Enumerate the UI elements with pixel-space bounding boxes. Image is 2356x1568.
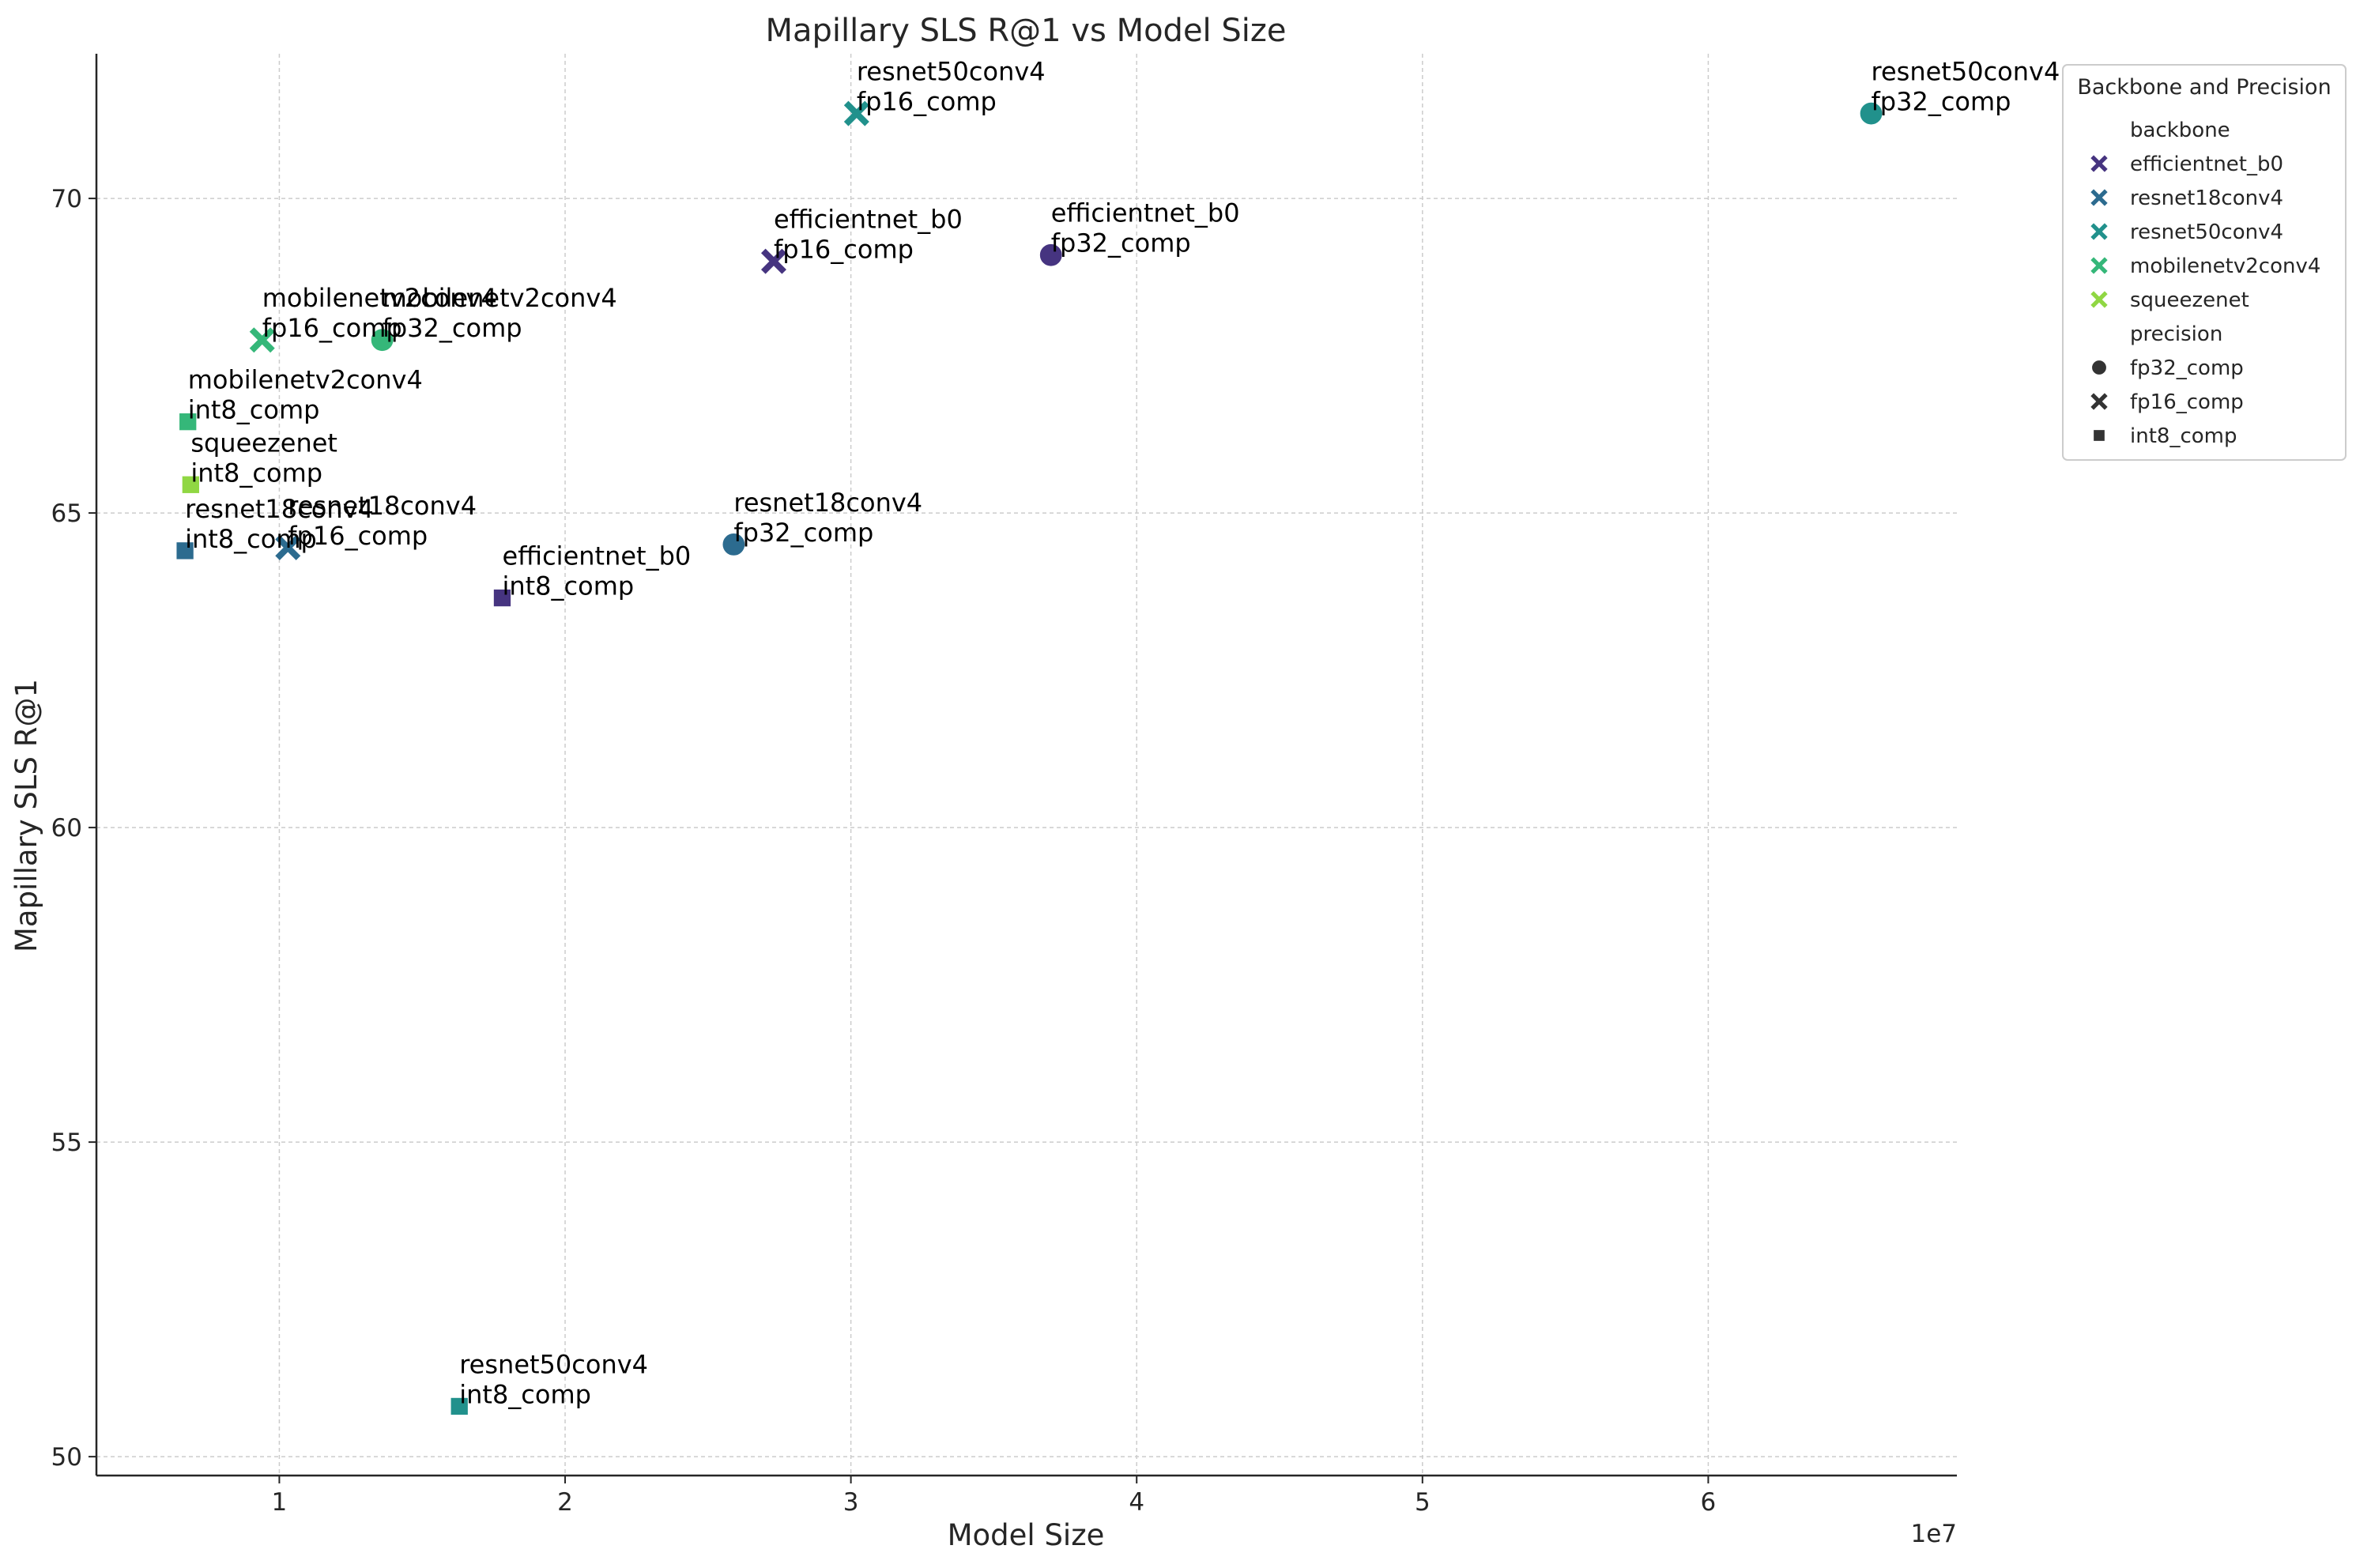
y-tick-label: 55 (51, 1129, 82, 1157)
point-label-precision: fp32_comp (1051, 228, 1191, 258)
legend-frame (2062, 64, 2347, 461)
legend-marker (2090, 291, 2108, 308)
point-label-precision: fp32_comp (383, 313, 522, 343)
legend-entry-label: fp16_comp (2130, 390, 2244, 414)
point-label-precision: int8_comp (190, 458, 322, 488)
legend-entry-label: mobilenetv2conv4 (2130, 254, 2320, 278)
y-tick-label: 60 (51, 814, 82, 842)
point-label-precision: int8_comp (502, 571, 634, 601)
y-tick-label: 65 (51, 499, 82, 528)
legend-marker-stroke (2090, 223, 2108, 240)
x-tick-label: 4 (1129, 1488, 1144, 1517)
legend-section-header: backbone (2130, 119, 2230, 142)
point-label-backbone: resnet50conv4 (1872, 57, 2060, 87)
x-tick-label: 2 (557, 1488, 573, 1517)
point-label-backbone: mobilenetv2conv4 (262, 283, 497, 313)
point-label-precision: fp32_comp (1872, 87, 2011, 117)
data-point (181, 475, 201, 495)
data-point-stroke (760, 248, 786, 274)
point-label-backbone: mobilenetv2conv4 (188, 365, 423, 395)
legend-marker-stroke (2090, 393, 2108, 410)
legend-marker-stroke (2090, 257, 2108, 274)
y-axis-label: Mapillary SLS R@1 (9, 679, 43, 952)
x-tick-label: 5 (1415, 1488, 1431, 1517)
legend-marker-stroke (2090, 155, 2108, 172)
point-label-backbone: efficientnet_b0 (1051, 198, 1240, 228)
legend-marker (2090, 189, 2108, 206)
legend-entry-label: resnet50conv4 (2130, 220, 2283, 244)
legend-marker-stroke (2090, 291, 2108, 308)
legend-marker (2090, 359, 2108, 376)
legend-section-header: precision (2130, 322, 2222, 346)
legend-entry-label: resnet18conv4 (2130, 187, 2283, 210)
point-label-backbone: mobilenetv2conv4 (383, 283, 617, 313)
point-label-precision: int8_comp (459, 1379, 591, 1409)
data-point-stroke (843, 100, 869, 126)
point-label-precision: int8_comp (188, 395, 320, 425)
data-point (1038, 242, 1064, 268)
point-label-precision: fp16_comp (288, 521, 428, 551)
legend-title: Backbone and Precision (2077, 75, 2331, 100)
data-point (450, 1396, 469, 1416)
x-tick-label: 3 (843, 1488, 859, 1517)
legend-entry-label: efficientnet_b0 (2130, 153, 2283, 176)
data-point (843, 100, 869, 126)
x-axis-label: Model Size (948, 1518, 1105, 1552)
legend-marker (2090, 393, 2108, 410)
data-points (175, 100, 1884, 1416)
point-label-backbone: efficientnet_b0 (502, 541, 691, 571)
data-point (492, 588, 512, 608)
point-annotations: resnet50conv4fp32_compresnet50conv4fp16_… (185, 57, 2060, 1410)
data-point (1858, 100, 1884, 126)
legend-entry-label: int8_comp (2130, 424, 2237, 448)
point-label-precision: int8_comp (185, 524, 317, 554)
point-label-precision: fp32_comp (733, 518, 873, 548)
point-label-backbone: resnet50conv4 (459, 1349, 648, 1379)
data-point-stroke (275, 534, 301, 560)
legend-entry-label: fp32_comp (2130, 356, 2244, 380)
point-label-backbone: resnet50conv4 (857, 57, 1046, 87)
data-point (369, 327, 395, 353)
data-point-stroke (249, 327, 275, 353)
data-point (760, 248, 786, 274)
point-label-backbone: resnet18conv4 (185, 494, 374, 524)
x-tick-label: 6 (1701, 1488, 1717, 1517)
data-point (175, 541, 195, 561)
legend-marker (2090, 155, 2108, 172)
data-point (721, 532, 747, 557)
data-point (178, 412, 198, 432)
point-label-backbone: resnet18conv4 (733, 488, 922, 518)
data-point (275, 534, 301, 560)
y-tick-label: 70 (51, 185, 82, 213)
legend-entry-label: squeezenet (2130, 288, 2249, 312)
point-label-backbone: efficientnet_b0 (774, 205, 963, 235)
grid-lines (96, 54, 1957, 1476)
point-label-backbone: resnet18conv4 (288, 491, 477, 521)
x-axis-offset-label: 1e7 (1910, 1520, 1957, 1548)
axes: 1 2 3 4 5 6 50 55 60 65 70 (51, 54, 1957, 1517)
point-label-precision: fp16_comp (262, 313, 402, 343)
point-label-backbone: squeezenet (190, 428, 337, 458)
x-tick-label: 1 (272, 1488, 288, 1517)
legend-marker (2090, 257, 2108, 274)
legend-marker (2090, 223, 2108, 240)
data-point (249, 327, 275, 353)
point-label-precision: fp16_comp (857, 87, 997, 117)
legend-marker (2092, 428, 2106, 443)
point-label-precision: fp16_comp (774, 235, 914, 265)
legend-marker-stroke (2090, 189, 2108, 206)
y-tick-label: 50 (51, 1443, 82, 1472)
chart-title: Mapillary SLS R@1 vs Model Size (766, 13, 1287, 49)
legend: Backbone and Precision backbone efficientn… (2062, 64, 2347, 461)
